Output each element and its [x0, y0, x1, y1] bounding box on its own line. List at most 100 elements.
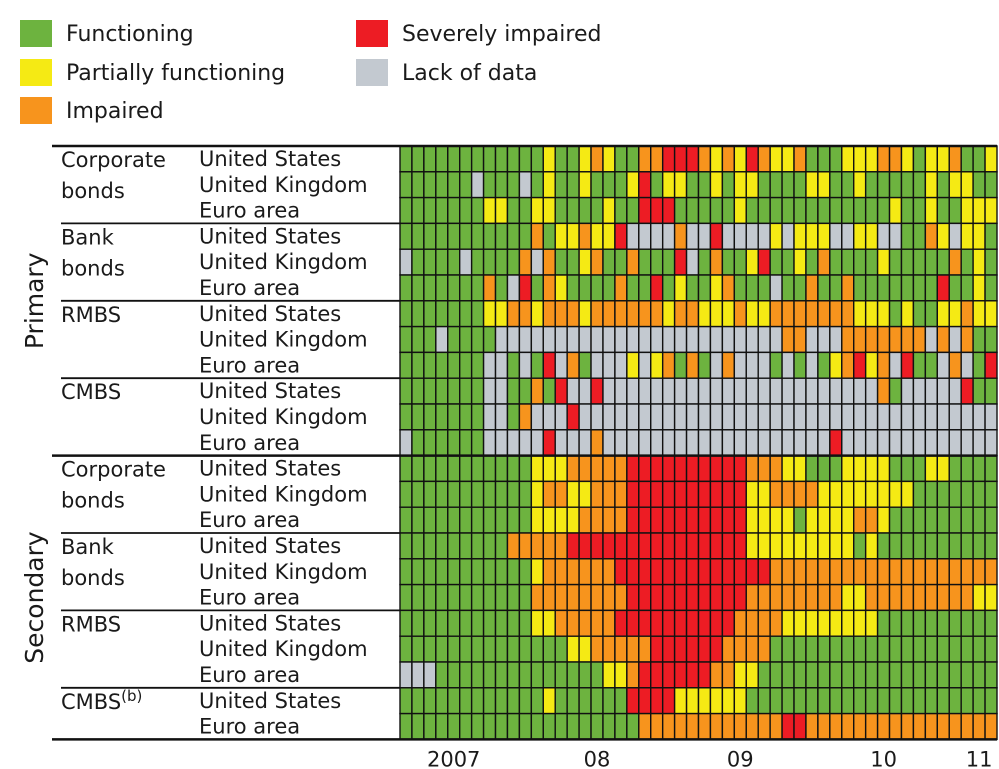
heatmap-cell: [411, 145, 425, 173]
heatmap-cell: [423, 532, 437, 560]
heatmap-cell: [518, 558, 533, 586]
heatmap-cell: [578, 248, 592, 276]
heatmap-cell: [876, 429, 891, 457]
heatmap-cell: [614, 532, 628, 560]
heatmap-cell: [936, 351, 950, 379]
heatmap-cell: [960, 506, 974, 534]
heatmap-cell: [399, 506, 413, 534]
heatmap-cell: [650, 274, 664, 302]
heatmap-cell: [566, 506, 580, 534]
heatmap-cell: [805, 248, 819, 276]
heatmap-cell: [542, 196, 556, 225]
region-label: Euro area: [199, 586, 300, 610]
heatmap-cell: [733, 403, 747, 431]
legend-swatch-S: [356, 20, 388, 47]
heatmap-cell: [673, 222, 688, 250]
x-tick-label: 11: [966, 747, 993, 769]
heatmap-cell: [530, 325, 544, 354]
region-label: United States: [199, 611, 341, 635]
heatmap-cell: [841, 222, 855, 250]
heatmap-cell: [900, 351, 915, 379]
heatmap-cell: [793, 480, 807, 508]
heatmap-cell: [876, 558, 891, 586]
heatmap-cell: [470, 325, 485, 354]
heatmap-cell: [721, 145, 736, 173]
heatmap-cell: [590, 325, 604, 354]
heatmap-cell: [626, 454, 640, 483]
heatmap-cell: [542, 429, 556, 457]
heatmap-cell: [482, 506, 497, 534]
region-label: United Kingdom: [199, 173, 368, 197]
heatmap-cell: [757, 480, 771, 508]
heatmap-cell: [626, 377, 640, 405]
heatmap-cell: [960, 661, 974, 689]
heatmap-cell: [829, 403, 843, 431]
heatmap-cell: [769, 196, 783, 225]
heatmap-cell: [829, 351, 843, 379]
heatmap-cell: [650, 506, 664, 534]
heatmap-cell: [566, 661, 580, 689]
heatmap-cell: [841, 454, 855, 483]
heatmap-cell: [864, 429, 879, 457]
heatmap-cell: [494, 274, 509, 302]
heatmap-cell: [399, 171, 413, 199]
heatmap-cell: [924, 248, 938, 276]
heatmap-cell: [841, 171, 855, 199]
heatmap-cell: [924, 300, 938, 328]
heatmap-cell: [590, 429, 604, 457]
heatmap-cell: [888, 403, 903, 431]
region-label: United Kingdom: [199, 560, 368, 584]
heatmap-cell: [602, 248, 616, 276]
heatmap-cell: [912, 248, 927, 276]
heatmap-cell: [805, 687, 819, 715]
heatmap-cell: [781, 274, 795, 302]
heatmap-cell: [506, 609, 521, 637]
heatmap-cell: [554, 274, 568, 302]
heatmap-cell: [793, 171, 807, 199]
heatmap-cell: [614, 196, 628, 225]
heatmap-cell: [614, 403, 628, 431]
heatmap-cell: [494, 171, 509, 199]
heatmap-cell: [578, 558, 592, 586]
heatmap-cell: [960, 429, 974, 457]
heatmap-cell: [578, 222, 592, 250]
heatmap-cell: [602, 480, 616, 508]
heatmap-cell: [506, 687, 521, 715]
heatmap-cell: [781, 429, 795, 457]
heatmap-cell: [482, 532, 497, 560]
heatmap-cell: [494, 300, 509, 328]
heatmap-cell: [673, 661, 688, 689]
heatmap-cell: [805, 196, 819, 225]
heatmap-cell: [948, 300, 962, 328]
heatmap-cell: [805, 609, 819, 637]
heatmap-cell: [447, 609, 461, 637]
heatmap-cell: [578, 687, 592, 715]
heatmap-cell: [888, 480, 903, 508]
heatmap-cell: [697, 506, 712, 534]
heatmap-cell: [459, 222, 473, 250]
heatmap-cell: [721, 274, 736, 302]
heatmap-cell: [650, 661, 664, 689]
heatmap-cell: [399, 222, 413, 250]
heatmap-cell: [841, 687, 855, 715]
heatmap-cell: [542, 351, 556, 379]
heatmap-cell: [554, 454, 568, 483]
heatmap-cell: [554, 145, 568, 173]
heatmap-cell: [459, 532, 473, 560]
heatmap-cell: [876, 377, 891, 405]
heatmap-cell: [650, 377, 664, 405]
heatmap-cell: [494, 145, 509, 173]
heatmap-cell: [936, 196, 950, 225]
heatmap-cell: [745, 403, 759, 431]
heatmap-cell: [459, 403, 473, 431]
heatmap-cell: [936, 712, 950, 741]
heatmap-cell: [769, 377, 783, 405]
heatmap-cell: [769, 145, 783, 173]
heatmap-cell: [542, 145, 556, 173]
heatmap-cell: [721, 635, 736, 663]
heatmap-cell: [853, 274, 867, 302]
heatmap-cell: [482, 712, 497, 741]
heatmap-cell: [900, 248, 915, 276]
